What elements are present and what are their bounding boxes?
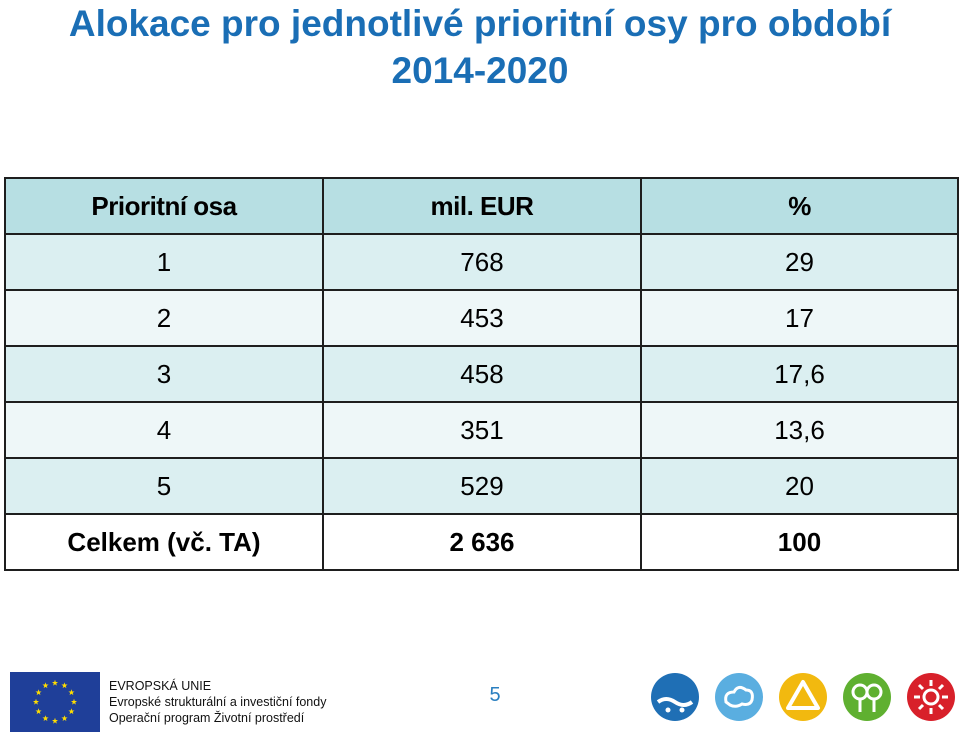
eu-line3: Operační program Životní prostředí [109,711,305,725]
table-total-row: Celkem (vč. TA) 2 636 100 [4,513,959,571]
table-row: 2 453 17 [4,289,959,347]
cell-percent: 17,6 [640,345,959,403]
air-logo-icon [714,672,764,722]
eu-flag-stars [32,679,78,724]
eu-star-icon [42,682,49,689]
eu-flag-icon [10,672,100,732]
program-logos [650,672,955,728]
eu-star-icon [68,708,75,715]
cell-axis: 4 [4,401,324,459]
header-priority-axis: Prioritní osa [4,177,324,235]
energy-logo-icon [906,672,956,722]
cell-percent: 17 [640,289,959,347]
cell-axis: 2 [4,289,324,347]
eu-star-icon [35,708,42,715]
cell-percent: 20 [640,457,959,515]
eu-line2: Evropské strukturální a investiční fondy [109,695,327,709]
eu-star-icon [35,689,42,696]
cell-amount: 458 [322,345,642,403]
page-number: 5 [489,684,501,706]
table-header-row: Prioritní osa mil. EUR % [4,177,959,235]
footer: EVROPSKÁ UNIE Evropské strukturální a in… [0,660,960,742]
water-logo-icon [650,672,700,722]
eu-star-icon [32,698,40,705]
eu-text-block: EVROPSKÁ UNIE Evropské strukturální a in… [109,678,326,726]
cell-amount: 453 [322,289,642,347]
slide-title-line1: Alokace pro jednotlivé prioritní osy pro… [68,3,892,44]
header-percent: % [640,177,959,235]
cell-axis: 5 [4,457,324,515]
eu-star-icon [51,679,59,686]
eu-line1: EVROPSKÁ UNIE [109,679,212,693]
cell-amount: 529 [322,457,642,515]
cell-amount: 351 [322,401,642,459]
cell-total-label: Celkem (vč. TA) [4,513,324,571]
table-row: 4 351 13,6 [4,401,959,459]
slide-title: Alokace pro jednotlivé prioritní osy pro… [0,0,960,94]
cell-axis: 3 [4,345,324,403]
header-mil-eur: mil. EUR [322,177,642,235]
eu-star-icon [70,698,78,705]
eu-star-icon [61,682,68,689]
table-row: 3 458 17,6 [4,345,959,403]
eu-star-icon [51,717,59,724]
cell-total-amount: 2 636 [322,513,642,571]
cell-axis: 1 [4,233,324,291]
cell-amount: 768 [322,233,642,291]
cell-percent: 13,6 [640,401,959,459]
eu-star-icon [68,689,75,696]
table-row: 5 529 20 [4,457,959,515]
cell-percent: 29 [640,233,959,291]
eu-star-icon [61,715,68,722]
cell-total-percent: 100 [640,513,959,571]
waste-logo-icon [778,672,828,722]
slide-title-line2: 2014-2020 [391,50,569,91]
nature-logo-icon [842,672,892,722]
table-row: 1 768 29 [4,233,959,291]
eu-star-icon [42,715,49,722]
allocation-table: Prioritní osa mil. EUR % 1 768 29 2 453 … [4,177,959,571]
